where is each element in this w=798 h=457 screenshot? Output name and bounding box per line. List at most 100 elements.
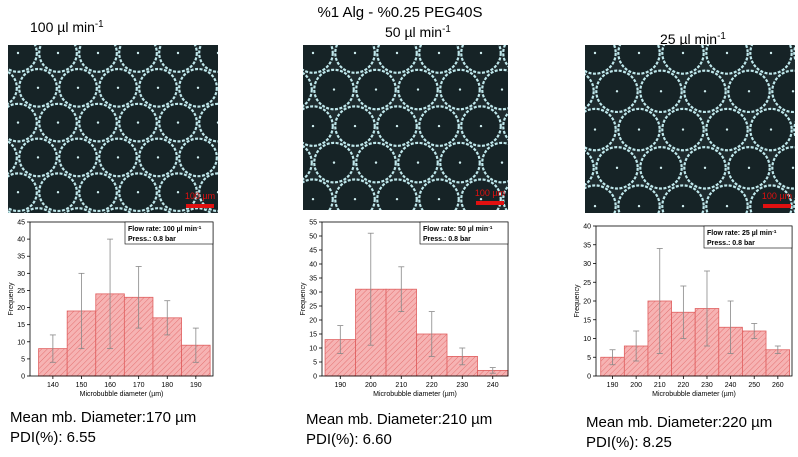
x-tick-label: 190: [607, 382, 619, 389]
x-tick-label: 190: [190, 382, 202, 389]
scale-bar: [186, 204, 214, 208]
y-tick-label: 5: [21, 356, 25, 363]
y-tick-label: 35: [583, 242, 591, 249]
x-tick-label: 160: [104, 382, 116, 389]
bar-group: [671, 311, 696, 377]
plot-frame: [321, 221, 509, 377]
flow-note-main: Flow rate: 100 µl min: [128, 226, 197, 233]
y-tick-label: 50: [309, 234, 317, 241]
x-axis-label: Microbubble diameter (µm): [652, 391, 736, 398]
scale-bar: [476, 201, 504, 205]
bubble-pattern: [585, 45, 795, 213]
y-tick-label: 10: [17, 339, 25, 346]
pdi: PDI(%): 8.25: [586, 434, 672, 451]
y-tick-label: 0: [587, 374, 591, 381]
y-tick-label: 40: [17, 237, 25, 244]
y-tick-label: 30: [17, 271, 25, 278]
y-tick-label: 20: [17, 305, 25, 312]
x-tick-label: 240: [487, 382, 499, 389]
y-tick-label: 30: [309, 290, 317, 297]
x-tick-label: 260: [772, 382, 784, 389]
scale-bar-label: 100 µm: [475, 188, 505, 198]
y-tick-label: 15: [583, 317, 591, 324]
pdi: PDI(%): 6.55: [10, 429, 96, 446]
y-axis-label: Frequency: [300, 282, 307, 316]
x-tick-label: 150: [76, 382, 88, 389]
x-tick-label: 210: [395, 382, 407, 389]
scale-bar-label: 100 µm: [185, 191, 215, 201]
flow-note-sup: -1: [197, 225, 202, 231]
x-tick-label: 240: [725, 382, 737, 389]
pressure-note: Press.: 0.8 bar: [128, 236, 176, 243]
y-tick-label: 0: [313, 374, 317, 381]
flow-note-sup: -1: [772, 229, 777, 235]
y-tick-label: 5: [313, 360, 317, 367]
x-tick-label: 220: [426, 382, 438, 389]
flow-rate-label-main: 50 µl min: [385, 24, 442, 40]
bar-group: [446, 355, 478, 377]
x-tick-label: 210: [654, 382, 666, 389]
y-axis-label: Frequency: [8, 282, 15, 316]
flow-note-sup: -1: [488, 225, 493, 231]
flow-rate-label-sup: -1: [442, 24, 451, 35]
mean-diameter: Mean mb. Diameter:170 µm: [10, 409, 196, 426]
y-axis-label: Frequency: [574, 284, 581, 318]
y-tick-label: 45: [17, 220, 25, 227]
x-tick-label: 250: [748, 382, 760, 389]
figure-title: %1 Alg - %0.25 PEG40S: [317, 4, 482, 21]
y-tick-label: 40: [309, 262, 317, 269]
flow-rate-label-sup: -1: [95, 19, 104, 30]
y-tick-label: 15: [309, 332, 317, 339]
flow-rate-label-sup: -1: [717, 31, 726, 42]
y-tick-label: 45: [309, 248, 317, 255]
note-box: [419, 221, 509, 245]
flow-note-main: Flow rate: 50 µl min: [423, 226, 488, 233]
note-box: [703, 225, 793, 249]
x-tick-label: 220: [678, 382, 690, 389]
note-box: [124, 221, 214, 245]
x-tick-label: 190: [334, 382, 346, 389]
bar-group: [765, 349, 791, 377]
x-tick-label: 140: [47, 382, 59, 389]
y-tick-label: 55: [309, 220, 317, 227]
bar-group: [742, 330, 767, 377]
y-tick-label: 20: [309, 318, 317, 325]
pressure-note: Press.: 0.8 bar: [707, 240, 755, 247]
y-tick-label: 40: [583, 224, 591, 231]
flow-rate-label-main: 25 µl min: [660, 31, 717, 47]
scale-bar-label: 100 µm: [762, 191, 792, 201]
mean-diameter: Mean mb. Diameter:210 µm: [306, 411, 492, 428]
y-tick-label: 20: [583, 299, 591, 306]
y-tick-label: 25: [583, 280, 591, 287]
bubble-pattern: [8, 45, 218, 213]
y-tick-label: 25: [309, 304, 317, 311]
y-tick-label: 35: [17, 254, 25, 261]
scale-bar: [763, 204, 791, 208]
flow-rate-label: 50 µl min-1: [385, 24, 451, 41]
x-tick-label: 170: [133, 382, 145, 389]
flow-note: Flow rate: 25 µl min-1: [707, 229, 777, 238]
flow-note: Flow rate: 100 µl min-1: [128, 225, 202, 234]
bubble-pattern: [303, 45, 508, 210]
plot-frame: [29, 221, 214, 377]
y-tick-label: 10: [309, 346, 317, 353]
flow-rate-label: 25 µl min-1: [660, 31, 726, 48]
x-tick-label: 200: [630, 382, 642, 389]
y-tick-label: 10: [583, 336, 591, 343]
x-tick-label: 230: [701, 382, 713, 389]
x-axis-label: Microbubble diameter (µm): [373, 391, 457, 398]
x-tick-label: 180: [161, 382, 173, 389]
flow-rate-label: 100 µl min-1: [30, 19, 104, 36]
pressure-note: Press.: 0.8 bar: [423, 236, 471, 243]
mean-diameter: Mean mb. Diameter:220 µm: [586, 414, 772, 431]
pdi: PDI(%): 6.60: [306, 431, 392, 448]
x-tick-label: 230: [456, 382, 468, 389]
flow-rate-label-main: 100 µl min: [30, 19, 95, 35]
y-tick-label: 25: [17, 288, 25, 295]
y-tick-label: 30: [583, 261, 591, 268]
y-tick-label: 35: [309, 276, 317, 283]
y-tick-label: 0: [21, 374, 25, 381]
flow-note: Flow rate: 50 µl min-1: [423, 225, 493, 234]
y-tick-label: 15: [17, 322, 25, 329]
x-axis-label: Microbubble diameter (µm): [80, 391, 164, 398]
